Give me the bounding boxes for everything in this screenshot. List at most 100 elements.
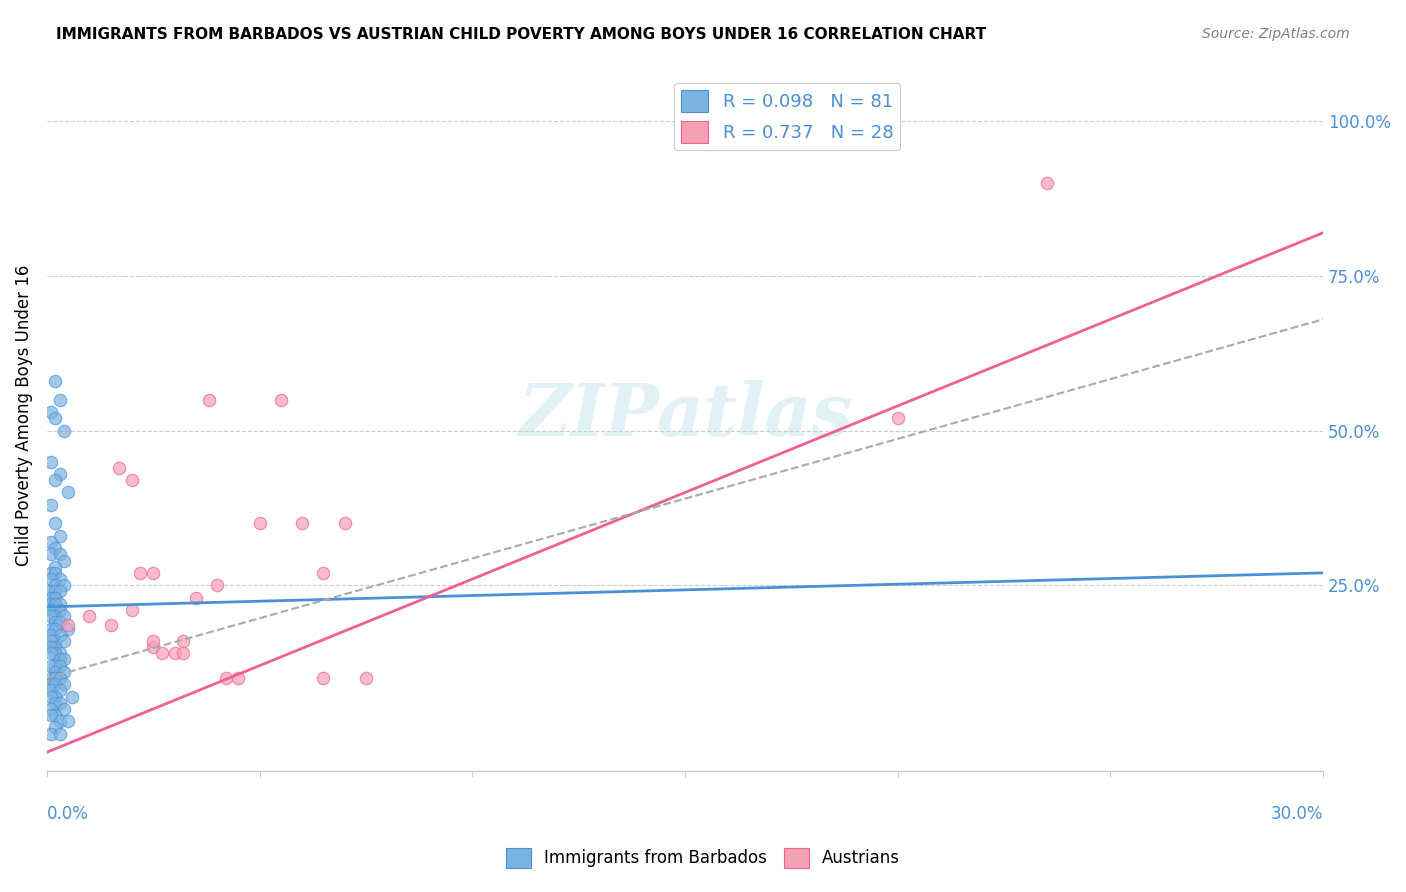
Point: [48, 584, 70, 599]
Point: [44, 609, 66, 624]
Point: [142, 633, 165, 648]
Point: [39, 609, 62, 624]
Point: [44, 665, 66, 679]
Point: [270, 392, 292, 407]
Point: [1035, 176, 1057, 190]
Point: [48, 658, 70, 673]
Point: [39, 622, 62, 636]
Point: [39, 591, 62, 605]
Point: [129, 566, 152, 580]
Point: [44, 566, 66, 580]
Point: [39, 603, 62, 617]
Point: [56, 622, 79, 636]
Point: [354, 671, 377, 685]
Point: [142, 566, 165, 580]
Point: [172, 646, 194, 660]
Point: [44, 696, 66, 710]
Point: [48, 714, 70, 729]
Point: [44, 690, 66, 704]
Point: [56, 485, 79, 500]
Point: [62, 690, 84, 704]
Point: [52, 609, 75, 624]
Point: [172, 633, 194, 648]
Point: [48, 615, 70, 630]
Point: [39, 690, 62, 704]
Text: IMMIGRANTS FROM BARBADOS VS AUSTRIAN CHILD POVERTY AMONG BOYS UNDER 16 CORRELATI: IMMIGRANTS FROM BARBADOS VS AUSTRIAN CHI…: [56, 27, 987, 42]
Point: [39, 498, 62, 512]
Point: [108, 460, 131, 475]
Point: [39, 572, 62, 586]
Point: [52, 665, 75, 679]
Point: [44, 633, 66, 648]
Point: [44, 473, 66, 487]
Legend: R = 0.098   N = 81, R = 0.737   N = 28: R = 0.098 N = 81, R = 0.737 N = 28: [673, 83, 900, 151]
Point: [39, 535, 62, 549]
Point: [39, 726, 62, 740]
Point: [312, 566, 335, 580]
Point: [44, 622, 66, 636]
Point: [48, 726, 70, 740]
Point: [205, 578, 228, 592]
Point: [163, 646, 186, 660]
Point: [52, 677, 75, 691]
Point: [39, 702, 62, 716]
Point: [886, 411, 908, 425]
Point: [48, 628, 70, 642]
Point: [56, 618, 79, 632]
Point: [48, 547, 70, 561]
Point: [44, 646, 66, 660]
Point: [48, 671, 70, 685]
Text: 0.0%: 0.0%: [46, 805, 89, 823]
Point: [39, 633, 62, 648]
Text: Source: ZipAtlas.com: Source: ZipAtlas.com: [1202, 27, 1350, 41]
Point: [142, 640, 165, 654]
Point: [39, 454, 62, 468]
Point: [121, 473, 143, 487]
Point: [52, 578, 75, 592]
Point: [48, 597, 70, 611]
Point: [249, 516, 271, 531]
Y-axis label: Child Poverty Among Boys Under 16: Child Poverty Among Boys Under 16: [15, 265, 32, 566]
Point: [44, 591, 66, 605]
Point: [44, 411, 66, 425]
Point: [48, 603, 70, 617]
Point: [291, 516, 314, 531]
Point: [333, 516, 356, 531]
Point: [44, 584, 66, 599]
Point: [52, 652, 75, 666]
Point: [44, 721, 66, 735]
Text: ZIPatlas: ZIPatlas: [517, 380, 852, 450]
Point: [214, 671, 236, 685]
Point: [44, 615, 66, 630]
Point: [52, 553, 75, 567]
Point: [79, 609, 101, 624]
Point: [44, 516, 66, 531]
Text: 30.0%: 30.0%: [1271, 805, 1323, 823]
Point: [100, 618, 122, 632]
Point: [39, 566, 62, 580]
Point: [48, 467, 70, 481]
Point: [48, 392, 70, 407]
Point: [44, 677, 66, 691]
Point: [39, 640, 62, 654]
Point: [121, 603, 143, 617]
Point: [39, 658, 62, 673]
Point: [184, 591, 207, 605]
Point: [39, 405, 62, 419]
Point: [39, 671, 62, 685]
Point: [44, 658, 66, 673]
Point: [48, 683, 70, 698]
Point: [44, 541, 66, 556]
Point: [228, 671, 250, 685]
Point: [44, 671, 66, 685]
Point: [39, 683, 62, 698]
Point: [44, 578, 66, 592]
Point: [39, 677, 62, 691]
Point: [48, 646, 70, 660]
Point: [39, 547, 62, 561]
Point: [39, 708, 62, 723]
Point: [44, 708, 66, 723]
Point: [48, 652, 70, 666]
Point: [39, 628, 62, 642]
Point: [39, 646, 62, 660]
